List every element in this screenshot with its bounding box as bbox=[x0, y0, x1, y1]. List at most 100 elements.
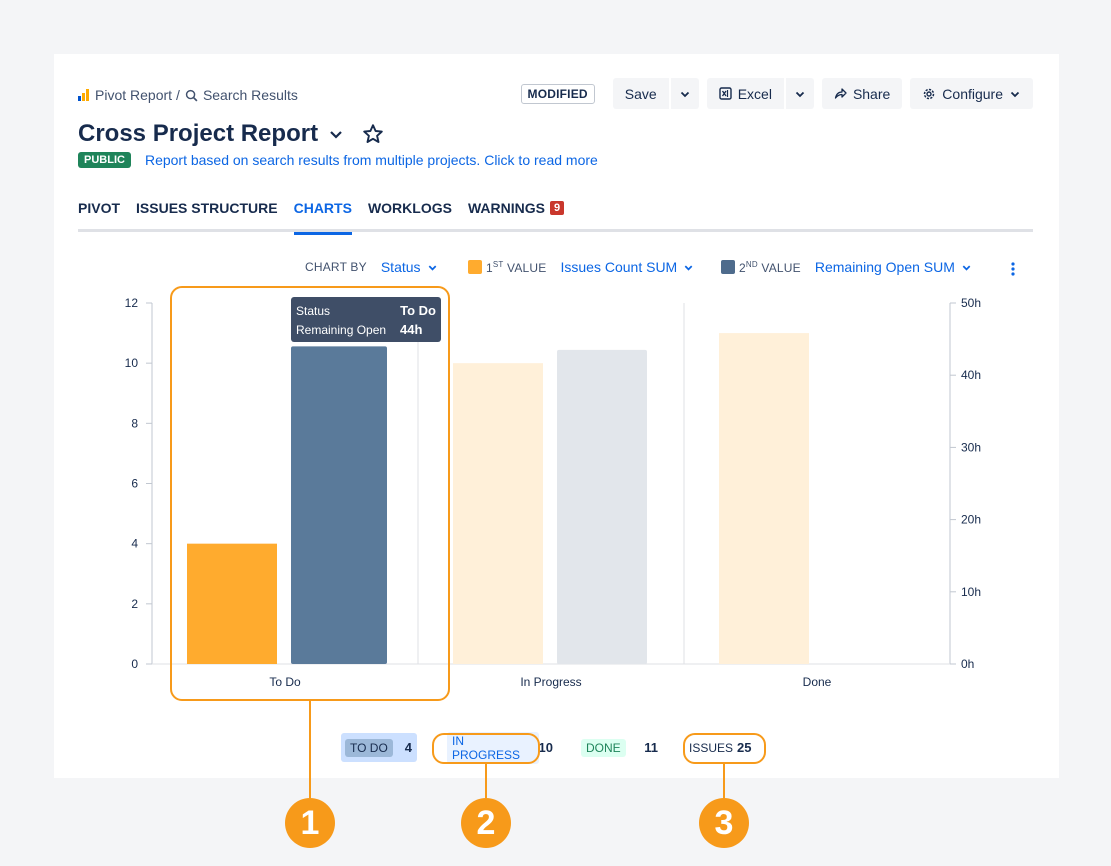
chevron-down-icon bbox=[680, 91, 689, 97]
first-value: Issues Count SUM bbox=[560, 259, 678, 275]
legend-item-in-progress[interactable]: IN PROGRESS 10 bbox=[438, 731, 553, 764]
tab-issues-structure[interactable]: ISSUES STRUCTURE bbox=[136, 200, 278, 232]
breadcrumb-current[interactable]: Search Results bbox=[202, 87, 298, 103]
y-left-tick-label: 0 bbox=[131, 657, 138, 671]
chart-by-control: CHART BY Status bbox=[305, 259, 438, 275]
tooltip-row1-value: To Do bbox=[400, 303, 436, 318]
legend-item-issues: ISSUES 25 bbox=[676, 733, 751, 762]
legend-count-todo: 4 bbox=[404, 740, 412, 755]
legend-item-todo[interactable]: TO DO 4 bbox=[341, 733, 417, 762]
status-legend: TO DO 4 IN PROGRESS 10 DONE 11 ISSUES 25 bbox=[341, 731, 751, 764]
subtitle-row: PUBLIC Report based on search results fr… bbox=[78, 152, 598, 168]
chevron-down-icon bbox=[1010, 91, 1020, 97]
first-value-label-post: VALUE bbox=[503, 260, 547, 275]
excel-button[interactable]: Excel bbox=[706, 78, 784, 109]
report-description-link[interactable]: Report based on search results from mult… bbox=[144, 152, 598, 168]
warnings-count-badge: 9 bbox=[549, 201, 565, 215]
bar-remaining-open bbox=[291, 346, 387, 664]
callout-box-issues bbox=[683, 733, 766, 764]
share-icon bbox=[834, 88, 847, 99]
save-options-button[interactable] bbox=[670, 78, 699, 109]
callout-leader-3 bbox=[723, 764, 725, 798]
y-left-tick-label: 2 bbox=[131, 597, 138, 611]
legend-issues-count: 25 bbox=[737, 740, 752, 755]
x-tick-label: To Do bbox=[269, 675, 301, 689]
tab-label: CHARTS bbox=[293, 200, 352, 216]
chevron-down-icon bbox=[795, 91, 805, 97]
second-value-control: 2ND VALUE Remaining Open SUM bbox=[721, 259, 972, 275]
configure-label: Configure bbox=[942, 85, 1003, 102]
callout-leader-1 bbox=[309, 701, 311, 798]
chart-tooltip bbox=[291, 297, 441, 342]
y-right-tick-label: 40h bbox=[961, 368, 981, 382]
excel-icon bbox=[719, 87, 732, 100]
y-left-tick-label: 4 bbox=[131, 537, 138, 551]
title-row: Cross Project Report bbox=[78, 120, 384, 148]
breadcrumb: Pivot Report / Search Results bbox=[78, 87, 298, 103]
second-value-label-pre: 2 bbox=[739, 260, 746, 275]
tab-warnings[interactable]: WARNINGS 9 bbox=[467, 200, 565, 232]
callout-marker-1: 1 bbox=[285, 798, 335, 848]
chevron-down-icon[interactable] bbox=[328, 126, 344, 142]
bar-chart: 0 2 4 6 8 10 12 0h 10h 20h 30h 40h 50h To Do In Progre… bbox=[125, 296, 981, 689]
legend-tag-in-progress: IN PROGRESS bbox=[447, 731, 539, 764]
second-value: Remaining Open SUM bbox=[814, 259, 955, 275]
star-icon[interactable] bbox=[362, 123, 384, 145]
breadcrumb-root[interactable]: Pivot Report bbox=[95, 87, 173, 103]
y-right-tick-label: 20h bbox=[961, 513, 981, 527]
bar-issues-count bbox=[453, 363, 543, 664]
more-options-icon[interactable] bbox=[1007, 261, 1019, 277]
y-right-tick-label: 30h bbox=[961, 440, 981, 454]
legend-tag-done: DONE bbox=[581, 738, 626, 757]
page-title[interactable]: Cross Project Report bbox=[78, 120, 319, 147]
y-left-tick-label: 6 bbox=[131, 477, 138, 491]
save-button[interactable]: Save bbox=[612, 78, 669, 109]
pivot-report-logo-icon bbox=[78, 89, 89, 101]
first-value-label: 1ST VALUE bbox=[486, 260, 547, 275]
chevron-down-icon bbox=[684, 265, 693, 271]
chevron-down-icon bbox=[962, 265, 971, 271]
bar-remaining-open bbox=[557, 349, 647, 664]
y-left-tick-label: 10 bbox=[125, 356, 139, 370]
chart-by-select[interactable]: Status bbox=[381, 259, 438, 275]
tooltip-row2-value: 44h bbox=[400, 322, 422, 337]
public-badge: PUBLIC bbox=[78, 152, 131, 168]
excel-button-group: Excel bbox=[706, 78, 814, 109]
legend-tag-todo: TO DO bbox=[345, 738, 393, 757]
chart-by-value: Status bbox=[380, 259, 421, 275]
legend-count-in-progress: 10 bbox=[538, 740, 553, 755]
tab-label: WARNINGS bbox=[467, 200, 545, 216]
excel-options-button[interactable] bbox=[785, 78, 814, 109]
y-right-tick-label: 50h bbox=[961, 296, 981, 310]
x-tick-label: Done bbox=[803, 675, 832, 689]
toolbar: MODIFIED Save Excel Share Configure bbox=[520, 78, 1033, 109]
callout-marker-2: 2 bbox=[461, 798, 511, 848]
first-value-control: 1ST VALUE Issues Count SUM bbox=[468, 259, 694, 275]
save-button-group: Save bbox=[612, 78, 699, 109]
chart-by-label: CHART BY bbox=[305, 260, 367, 274]
configure-button[interactable]: Configure bbox=[910, 78, 1033, 109]
tab-label: ISSUES STRUCTURE bbox=[136, 200, 278, 216]
gear-icon bbox=[924, 88, 935, 99]
share-button[interactable]: Share bbox=[821, 78, 903, 109]
second-value-select[interactable]: Remaining Open SUM bbox=[815, 259, 972, 275]
chevron-down-icon bbox=[428, 265, 436, 271]
legend-count-done: 11 bbox=[644, 740, 658, 755]
y-left-tick-label: 12 bbox=[125, 296, 139, 310]
legend-item-done[interactable]: DONE 11 bbox=[581, 733, 658, 762]
first-value-label-sup: ST bbox=[492, 259, 504, 269]
first-value-select[interactable]: Issues Count SUM bbox=[561, 259, 695, 275]
second-value-label-post: VALUE bbox=[757, 260, 801, 275]
breadcrumb-separator: / bbox=[176, 87, 180, 103]
tab-bar: PIVOT ISSUES STRUCTURE CHARTS WORKLOGS W… bbox=[78, 200, 1033, 235]
tab-charts[interactable]: CHARTS bbox=[293, 200, 353, 235]
second-value-label-sup: ND bbox=[745, 259, 758, 269]
excel-label: Excel bbox=[737, 85, 772, 102]
callout-box-todo-column bbox=[170, 286, 450, 701]
legend-issues-label: ISSUES bbox=[689, 740, 734, 755]
tab-pivot[interactable]: PIVOT bbox=[78, 200, 120, 232]
tab-worklogs[interactable]: WORKLOGS bbox=[368, 200, 452, 232]
bar-issues-count bbox=[187, 543, 277, 664]
search-icon bbox=[185, 89, 198, 101]
tab-label: WORKLOGS bbox=[367, 200, 452, 216]
